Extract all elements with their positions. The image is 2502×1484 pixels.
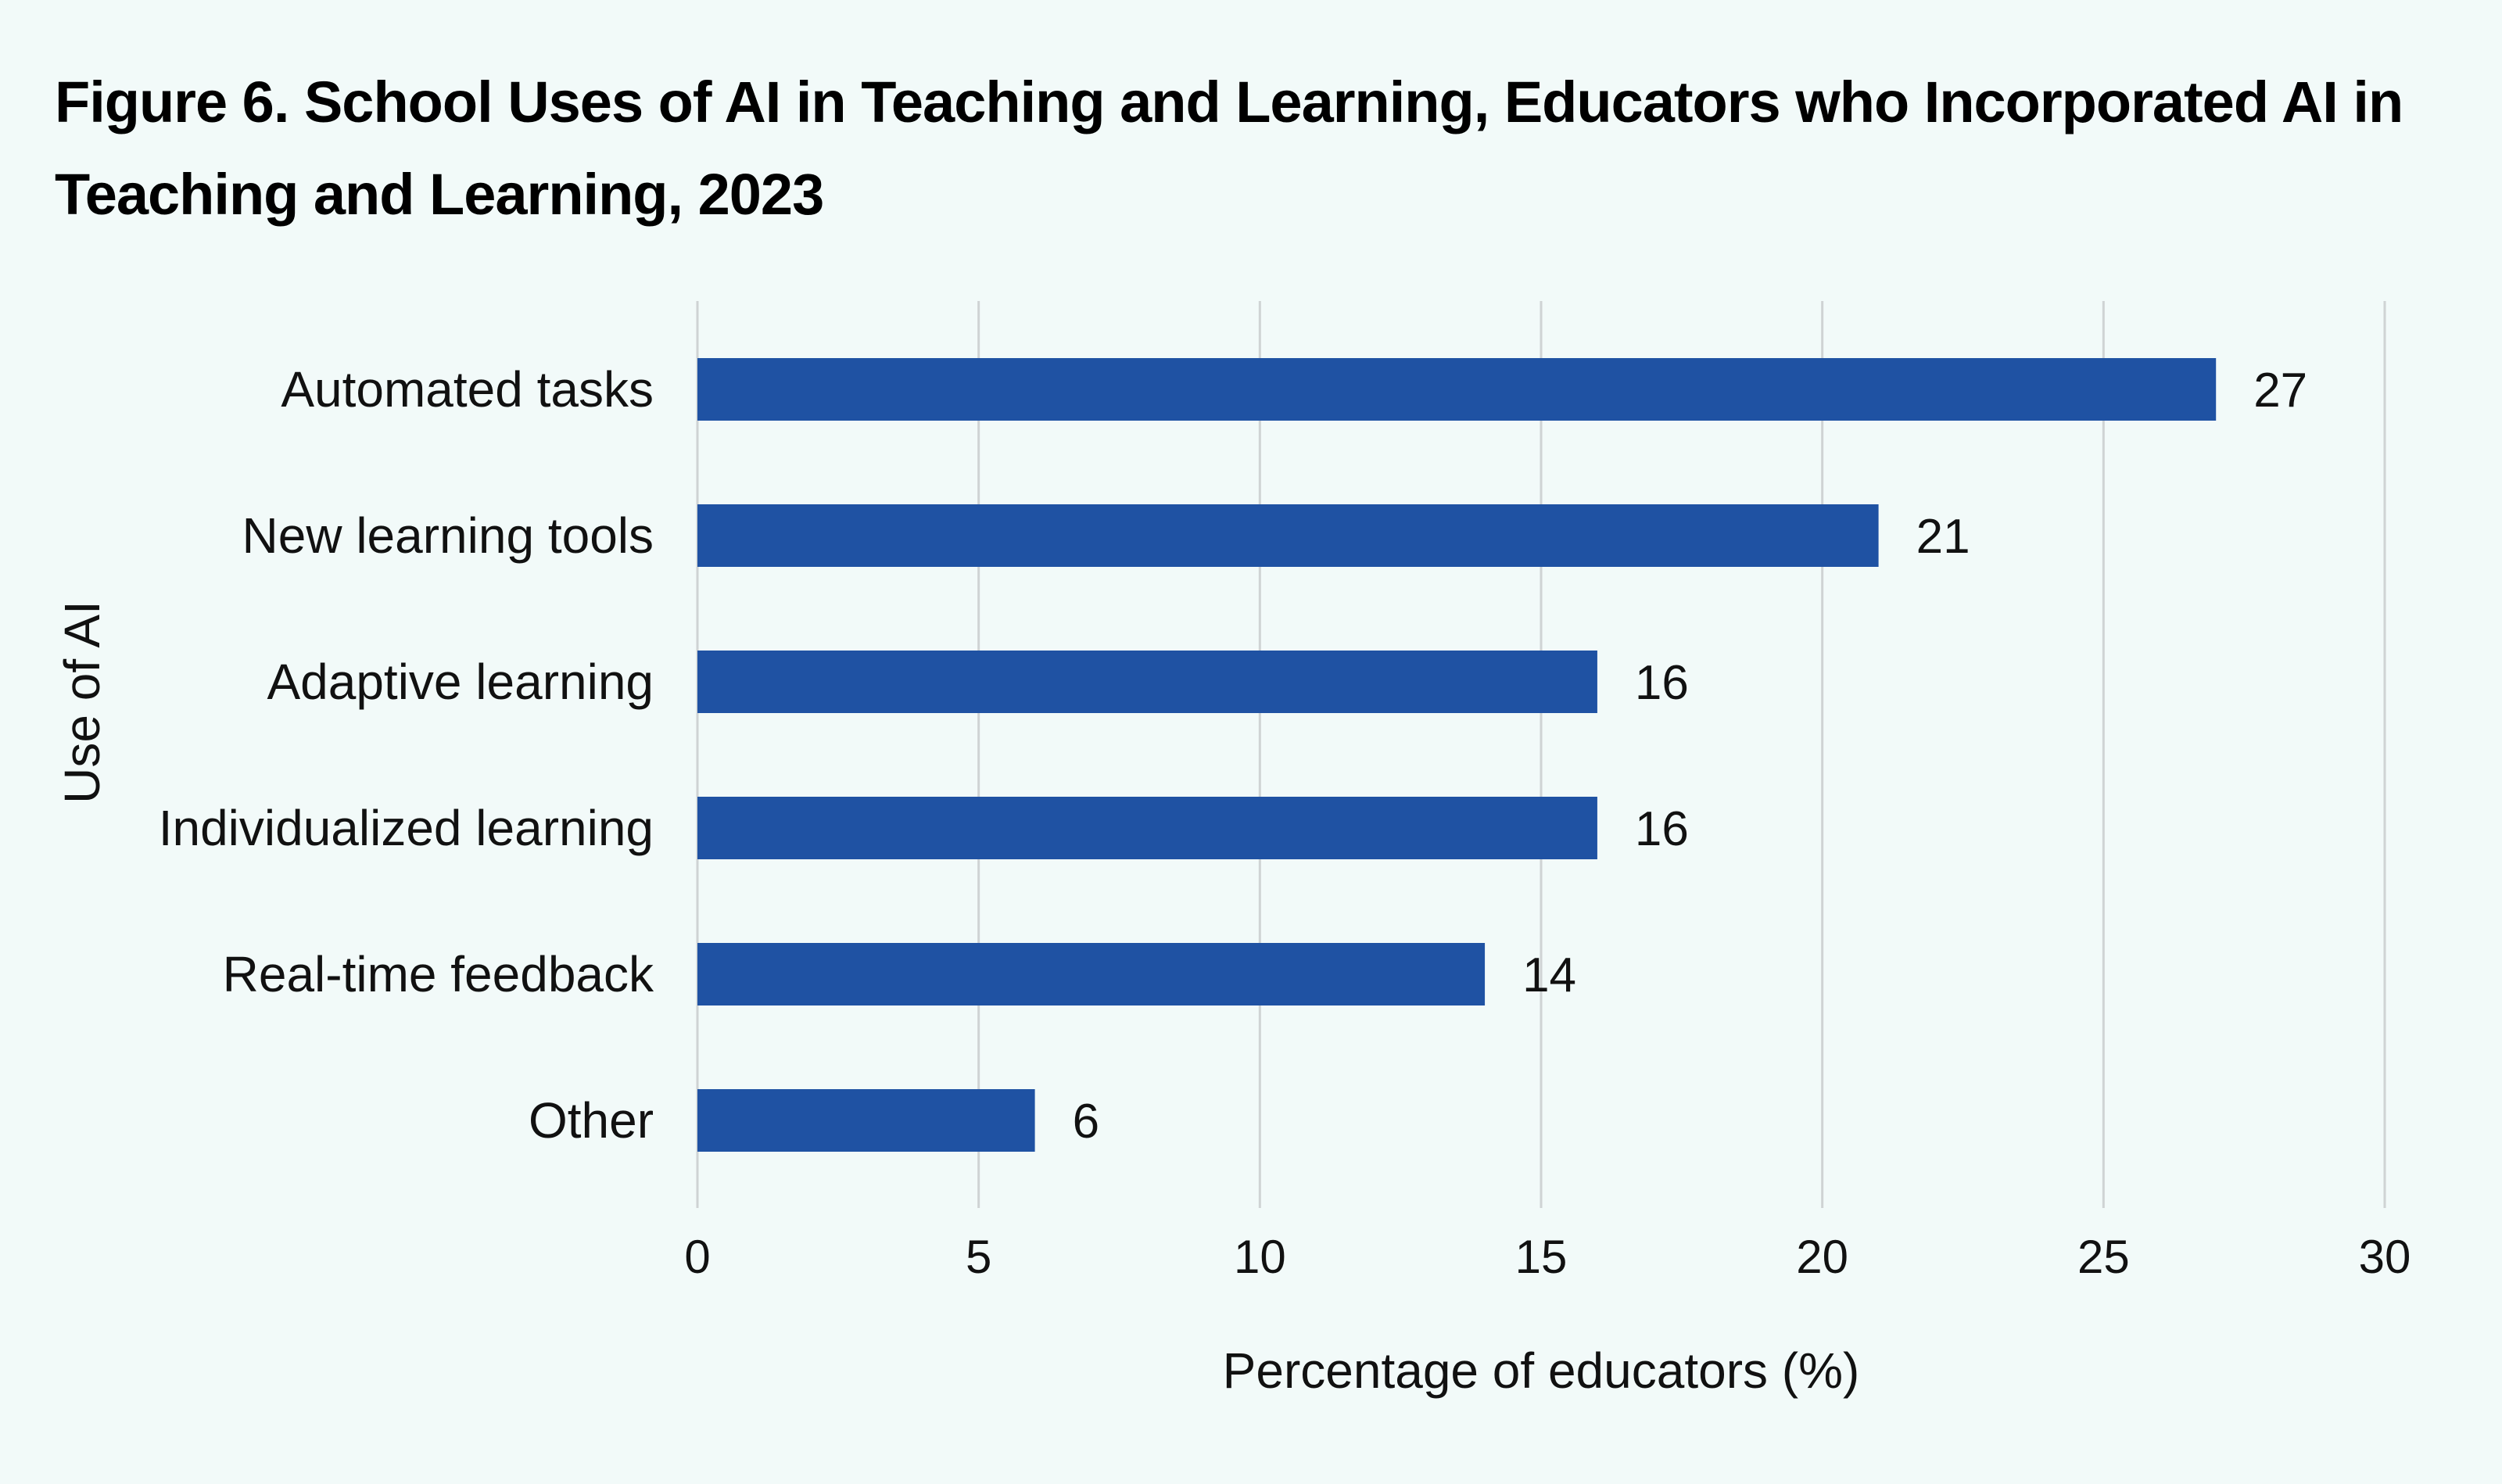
x-axis-title: Percentage of educators (%) bbox=[1223, 1342, 1860, 1399]
category-label: New learning tools bbox=[242, 507, 654, 564]
x-tick-label: 10 bbox=[1234, 1231, 1286, 1283]
category-labels: Automated tasks New learning tools Adaptiv… bbox=[159, 361, 654, 1149]
bars bbox=[697, 358, 2217, 1152]
value-label: 21 bbox=[1916, 510, 1970, 564]
value-label: 16 bbox=[1635, 802, 1689, 856]
y-axis-title: Use of AI bbox=[54, 600, 110, 804]
bar bbox=[697, 797, 1597, 859]
bar bbox=[697, 651, 1597, 713]
category-label: Adaptive learning bbox=[267, 654, 654, 710]
value-label: 27 bbox=[2253, 364, 2307, 418]
value-label: 6 bbox=[1073, 1095, 1099, 1149]
bar bbox=[697, 1089, 1035, 1152]
category-label: Individualized learning bbox=[159, 800, 654, 856]
chart-title: Figure 6. School Uses of AI in Teaching … bbox=[55, 70, 2403, 227]
x-tick-label: 30 bbox=[2359, 1231, 2411, 1283]
category-label: Other bbox=[529, 1092, 654, 1149]
x-tick-label: 25 bbox=[2077, 1231, 2130, 1283]
category-label: Real-time feedback bbox=[223, 946, 654, 1002]
value-label: 16 bbox=[1635, 656, 1689, 710]
x-tick-label: 20 bbox=[1796, 1231, 1848, 1283]
bar bbox=[697, 504, 1879, 567]
x-tick-labels: 0 5 10 15 20 25 30 bbox=[684, 1231, 2411, 1283]
gridlines bbox=[696, 301, 2386, 1208]
bar bbox=[697, 943, 1486, 1005]
x-tick-label: 15 bbox=[1515, 1231, 1568, 1283]
value-labels: 27 21 16 16 14 6 bbox=[1073, 364, 2308, 1149]
category-label: Automated tasks bbox=[281, 361, 654, 418]
bar bbox=[697, 358, 2217, 421]
x-tick-label: 0 bbox=[684, 1231, 710, 1283]
value-label: 14 bbox=[1522, 948, 1576, 1002]
x-tick-label: 5 bbox=[966, 1231, 991, 1283]
